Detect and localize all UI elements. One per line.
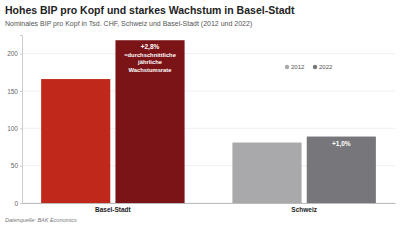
x-axis: Basel-Stadt Schweiz: [23, 203, 396, 213]
axis-line: [23, 203, 396, 204]
annotation: Wachstumsrate: [129, 67, 173, 73]
tick-mark: [20, 166, 22, 167]
annotation: jährliche: [137, 59, 163, 65]
tick-label: 150: [7, 88, 18, 95]
bars: [41, 40, 376, 203]
axis-line: [20, 36, 23, 204]
x-tick: Schweiz: [291, 203, 317, 213]
legend-label: 2022: [319, 64, 333, 70]
bar: [41, 79, 110, 203]
tick-label: Schweiz: [291, 206, 317, 213]
legend-marker: [285, 65, 289, 69]
source: Datenquelle: BAK Economics: [5, 217, 77, 223]
grid: [22, 54, 395, 203]
y-axis: 0 50 100 150 200: [7, 36, 22, 207]
bar: [307, 137, 376, 203]
y-tick: 150: [7, 88, 22, 95]
annotations: +2,8%=durchschnittlichejährliche Wachstum…: [124, 43, 351, 147]
bar: [115, 40, 184, 203]
y-tick: 50: [11, 162, 22, 169]
grid-line: [22, 53, 395, 54]
x-tick: Basel-Stadt: [95, 203, 132, 213]
subtitle: Nominales BIP pro Kopf in Tsd. CHF, Schw…: [5, 20, 252, 28]
tick-mark: [20, 91, 22, 92]
tick-mark: [20, 54, 22, 55]
annotation: =durchschnittliche: [124, 52, 176, 58]
legend: 2012 2022: [285, 64, 333, 70]
tick-label: 0: [14, 200, 18, 207]
annotation: +1,0%: [332, 140, 351, 148]
y-tick: 0: [14, 200, 22, 207]
legend-item: 2012: [285, 64, 305, 70]
legend-label: 2012: [291, 64, 305, 70]
annotation: +2,8%: [141, 43, 160, 51]
tick-label: 50: [11, 162, 19, 169]
title: Hohes BIP pro Kopf und starkes Wachstum …: [5, 4, 295, 16]
tick-mark: [20, 203, 22, 204]
tick-label: 200: [7, 50, 18, 57]
tick-mark: [20, 128, 22, 129]
tick-label: 100: [7, 125, 18, 132]
legend-marker: [313, 65, 317, 69]
y-tick: 100: [7, 125, 22, 132]
y-tick: 200: [7, 50, 22, 57]
bar: [232, 143, 301, 203]
chart: Hohes BIP pro Kopf und starkes Wachstum …: [0, 0, 400, 225]
tick-label: Basel-Stadt: [95, 206, 132, 213]
legend-item: 2022: [313, 64, 333, 70]
